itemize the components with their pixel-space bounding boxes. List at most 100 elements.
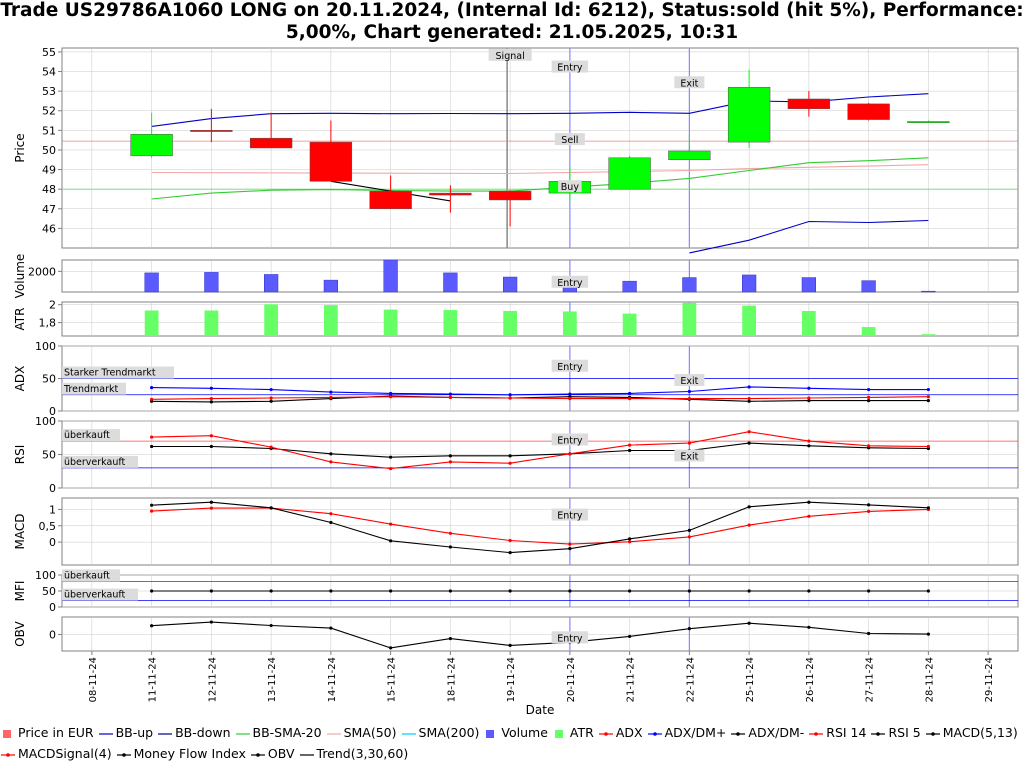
macd-ytick-label: 1 — [49, 503, 56, 516]
macd-line-point — [209, 500, 213, 504]
volume-panel-frame — [61, 259, 1019, 293]
legend-item: SMA(50) — [326, 725, 397, 740]
obv-line-point — [150, 624, 154, 628]
adx-dm-plus-line-point — [747, 385, 751, 389]
xtick-label: 29-11-24 — [984, 657, 995, 702]
volume-bar — [323, 279, 338, 293]
atr-bar — [443, 310, 458, 336]
atr-bar — [802, 310, 816, 336]
macd-line-point — [628, 537, 632, 541]
atr-bar — [503, 310, 517, 336]
adx-line-point — [687, 397, 691, 401]
price-annotation-bg — [551, 60, 589, 73]
adx-line-point — [807, 396, 811, 400]
candle-body — [608, 157, 651, 190]
legend-label: MACD(5,13) — [942, 725, 1018, 740]
legend-label: SMA(50) — [343, 725, 397, 740]
macd-ytick-label: 0 — [49, 536, 56, 549]
legend-item: ADX — [598, 725, 643, 740]
legend-label: BB-up — [115, 725, 154, 740]
legend-swatch — [326, 732, 341, 735]
macd-signal-line — [151, 507, 929, 545]
adx-annotation-bg — [551, 359, 589, 372]
candle-body — [130, 134, 173, 157]
mfi-line-point — [807, 589, 811, 593]
legend-swatch — [486, 729, 495, 738]
xtick-label: 13-11-24 — [267, 657, 278, 702]
legend-label: ADX/DM- — [748, 725, 805, 740]
volume-bar — [204, 272, 219, 293]
adx-dm-minus-line-point — [807, 399, 811, 403]
xtick-label: 21-11-24 — [626, 657, 637, 702]
rsi-annotation-entry: Entry — [557, 435, 583, 446]
obv-annotation-bg — [551, 631, 589, 644]
legend-label: BB-down — [175, 725, 231, 740]
legend-item: Money Flow Index — [116, 746, 246, 761]
atr-bar — [563, 311, 577, 336]
macd-line-point — [867, 503, 871, 507]
legend-item: OBV — [250, 746, 295, 761]
mfi-line-point — [150, 589, 154, 593]
legend-label: Volume — [501, 725, 548, 740]
adx-threshold-label: Starker Trendmarkt — [64, 368, 156, 379]
macd-line-point — [389, 539, 393, 543]
adx-line-point — [329, 395, 333, 399]
macd-signal-line-point — [867, 509, 871, 513]
obv-line-point — [508, 643, 512, 647]
legend-item: BB-up — [98, 725, 154, 740]
atr-ytick-label: 1,8 — [39, 317, 57, 330]
rsi14-line-point — [628, 443, 632, 447]
legend-item: RSI 5 — [870, 725, 921, 740]
macd-signal-line-point — [448, 531, 452, 535]
macd-annotation-entry: Entry — [557, 511, 583, 522]
atr-panel-frame — [61, 301, 1019, 337]
legend-label: Money Flow Index — [133, 746, 246, 761]
legend-item: Volume — [483, 725, 548, 740]
price-ytick-label: 47 — [42, 203, 56, 216]
rsi-ytick-label: 100 — [35, 415, 56, 428]
adx-line-point — [747, 397, 751, 401]
legend-label: ATR — [569, 725, 594, 740]
legend-swatch — [235, 732, 250, 735]
rsi14-line-point — [448, 460, 452, 464]
atr-bar — [861, 327, 876, 336]
xtick-label: 28-11-24 — [924, 657, 935, 702]
atr-bar — [921, 334, 936, 336]
mfi-ytick-label: 100 — [35, 569, 56, 582]
rsi14-line-point — [209, 434, 213, 438]
legend-swatch — [3, 729, 11, 738]
price-ytick-label: 46 — [42, 222, 56, 235]
legend-swatch — [158, 732, 173, 735]
legend-item: Trend(3,30,60) — [299, 746, 408, 761]
candle-body — [309, 141, 353, 182]
mfi-threshold-label-bg — [62, 588, 138, 601]
atr-bar — [383, 309, 398, 336]
mfi-line-point — [687, 589, 691, 593]
legend-swatch — [299, 753, 314, 756]
adx-line-point — [448, 395, 452, 399]
obv-line — [151, 621, 929, 649]
mfi-line-point — [926, 589, 930, 593]
rsi5-line-point — [150, 444, 154, 449]
macd-line-point — [150, 503, 154, 507]
price-ytick-label: 52 — [42, 105, 56, 118]
legend-item: MACD(5,13) — [925, 725, 1018, 740]
candle-body — [668, 150, 711, 161]
rsi-annotation-exit: Exit — [680, 452, 698, 463]
atr-bar — [682, 302, 697, 336]
candle-body — [190, 130, 233, 132]
adx-dm-minus-line — [151, 395, 929, 403]
candle-body — [249, 137, 293, 149]
adx-threshold-label-bg — [62, 366, 174, 379]
macd-line-point — [747, 505, 751, 509]
legend-item: ADX/DM+ — [647, 725, 726, 740]
macd-signal-line-point — [389, 522, 393, 526]
adx-dm-plus-line — [151, 386, 929, 396]
price-annotation-entry: Entry — [557, 63, 583, 74]
obv-line-point — [628, 634, 632, 639]
obv-line-point — [807, 625, 811, 629]
rsi5-line-point — [209, 444, 213, 449]
mfi-line-point — [867, 589, 871, 593]
mfi-threshold-label-bg — [62, 569, 120, 582]
